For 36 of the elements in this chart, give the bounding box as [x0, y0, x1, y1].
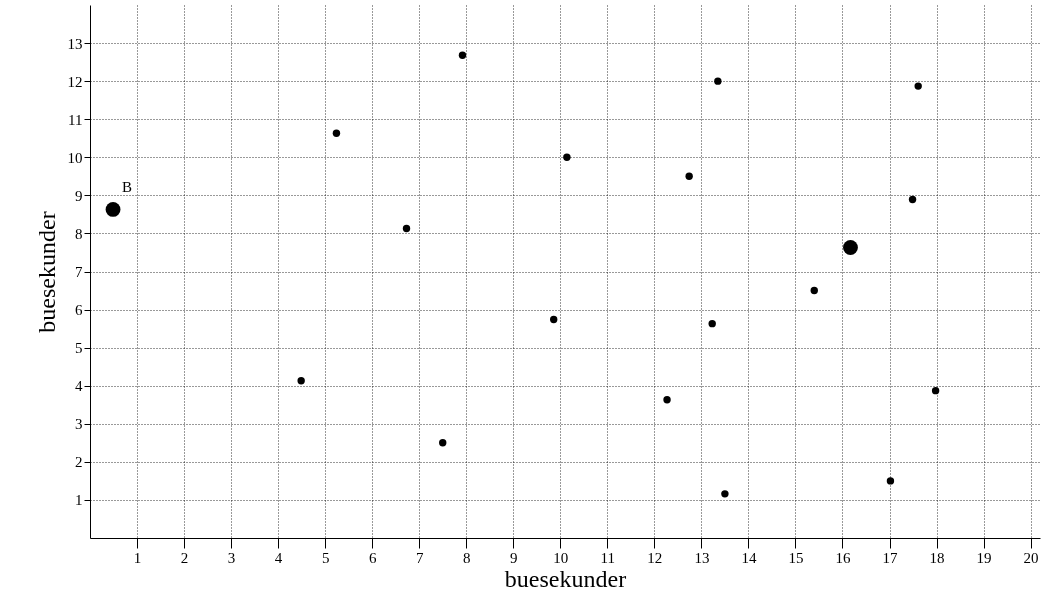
x-tick-label: 13: [694, 549, 710, 566]
x-tick-label: 6: [368, 549, 377, 566]
x-tick-label: 10: [553, 549, 569, 566]
x-axis-title: buesekunder: [504, 565, 627, 592]
x-tick-label: 20: [1023, 549, 1039, 566]
x-tick-label: 8: [462, 549, 471, 566]
x-tick-label: 15: [788, 549, 804, 566]
y-tick-label: 8: [75, 225, 83, 242]
y-tick-label: 12: [67, 73, 83, 90]
x-tick-label: 9: [510, 549, 518, 566]
y-tick-label: 11: [68, 111, 83, 128]
y-axis-title: buesekunder: [33, 211, 60, 333]
y-tick-label: 10: [67, 149, 83, 166]
x-tick-label: 19: [976, 549, 992, 566]
annotation: B: [122, 179, 133, 196]
y-tick-label: 1: [75, 492, 83, 509]
y-tick-label: 5: [75, 340, 83, 357]
y-tick-label: 13: [67, 35, 83, 52]
x-tick-label: 1: [133, 549, 142, 566]
y-tick-label: 7: [75, 264, 83, 280]
x-tick-label: 4: [274, 549, 283, 566]
y-tick-label: 6: [75, 302, 83, 319]
x-tick-label: 18: [929, 549, 945, 566]
y-tick-label: 4: [75, 378, 83, 395]
y-tick-label: 9: [75, 187, 83, 204]
y-tick-label: 3: [75, 416, 83, 433]
x-tick-label: 11: [600, 549, 616, 566]
x-tick-label: 5: [321, 549, 330, 566]
x-tick-label: 3: [227, 549, 236, 566]
x-tick-label: 17: [882, 549, 898, 566]
y-tick-label: 2: [75, 454, 83, 471]
x-tick-label: 7: [415, 549, 424, 566]
x-tick-label: 16: [835, 549, 851, 566]
x-tick-label: 2: [180, 549, 189, 566]
x-tick-label: 14: [741, 549, 757, 566]
x-tick-label: 12: [647, 549, 663, 566]
